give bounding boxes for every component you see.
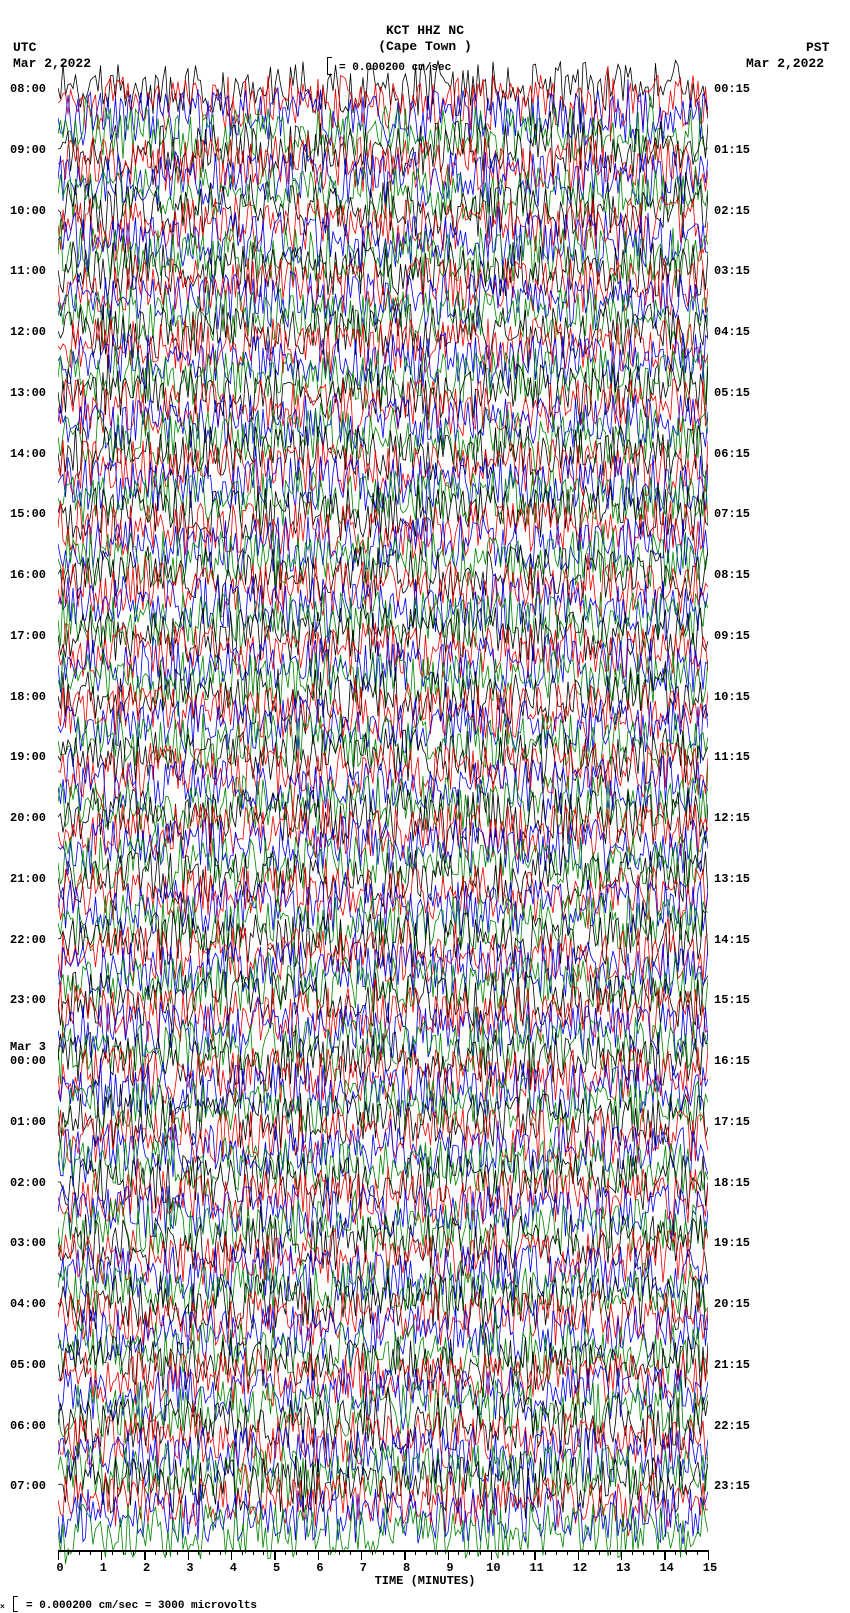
time-axis-tick-label: 0 xyxy=(50,1561,70,1575)
pst-hour-label: 12:15 xyxy=(714,811,750,825)
utc-hour-label: 06:00 xyxy=(10,1419,46,1433)
time-axis-tick-label: 8 xyxy=(397,1561,417,1575)
footer-mult: × xyxy=(0,1603,5,1612)
pst-hour-label: 05:15 xyxy=(714,386,750,400)
utc-hour-label: 02:00 xyxy=(10,1176,46,1190)
time-axis-tick-label: 15 xyxy=(700,1561,720,1575)
pst-hour-label: 18:15 xyxy=(714,1176,750,1190)
time-axis-tick-label: 2 xyxy=(137,1561,157,1575)
time-axis-label: TIME (MINUTES) xyxy=(0,1574,850,1588)
time-axis-tick-label: 4 xyxy=(223,1561,243,1575)
utc-hour-label: 23:00 xyxy=(10,993,46,1007)
pst-hour-label: 20:15 xyxy=(714,1297,750,1311)
pst-hour-label: 11:15 xyxy=(714,750,750,764)
utc-hour-label: 09:00 xyxy=(10,143,46,157)
pst-hour-label: 19:15 xyxy=(714,1236,750,1250)
time-axis-tick-label: 12 xyxy=(570,1561,590,1575)
pst-hour-label: 14:15 xyxy=(714,933,750,947)
utc-hour-label: 19:00 xyxy=(10,750,46,764)
pst-hour-label: 23:15 xyxy=(714,1479,750,1493)
right-date: Mar 2,2022 xyxy=(746,56,824,71)
left-timezone: UTC xyxy=(13,40,36,55)
utc-hour-label: 01:00 xyxy=(10,1115,46,1129)
time-axis-tick-label: 10 xyxy=(483,1561,503,1575)
pst-hour-label: 00:15 xyxy=(714,82,750,96)
utc-hour-label: 15:00 xyxy=(10,507,46,521)
utc-hour-label: 05:00 xyxy=(10,1358,46,1372)
utc-hour-label: 17:00 xyxy=(10,629,46,643)
pst-hour-label: 16:15 xyxy=(714,1054,750,1068)
footer-scale-note: = 0.000200 cm/sec = 3000 microvolts xyxy=(26,1600,257,1612)
time-axis-tick-label: 9 xyxy=(440,1561,460,1575)
time-axis-tick-label: 14 xyxy=(657,1561,677,1575)
utc-hour-label: 14:00 xyxy=(10,447,46,461)
utc-hour-label: 07:00 xyxy=(10,1479,46,1493)
pst-hour-label: 02:15 xyxy=(714,204,750,218)
time-axis-tick-label: 1 xyxy=(93,1561,113,1575)
seismogram-plot: KCT HHZ NC (Cape Town ) = 0.000200 cm/se… xyxy=(0,0,850,1613)
time-axis-tick-label: 6 xyxy=(310,1561,330,1575)
utc-hour-label: 22:00 xyxy=(10,933,46,947)
utc-hour-label: 11:00 xyxy=(10,264,46,278)
utc-hour-label: 18:00 xyxy=(10,690,46,704)
pst-hour-label: 22:15 xyxy=(714,1419,750,1433)
utc-hour-label: 00:00 xyxy=(10,1054,46,1068)
pst-hour-label: 10:15 xyxy=(714,690,750,704)
utc-hour-label: 12:00 xyxy=(10,325,46,339)
utc-hour-label: 21:00 xyxy=(10,872,46,886)
time-axis-tick-label: 3 xyxy=(180,1561,200,1575)
utc-hour-label: 10:00 xyxy=(10,204,46,218)
pst-hour-label: 15:15 xyxy=(714,993,750,1007)
time-axis-tick-label: 11 xyxy=(527,1561,547,1575)
scale-bar-icon xyxy=(13,1596,18,1612)
utc-hour-label: 16:00 xyxy=(10,568,46,582)
utc-hour-label: 20:00 xyxy=(10,811,46,825)
station-code: KCT HHZ NC xyxy=(0,23,850,38)
pst-hour-label: 03:15 xyxy=(714,264,750,278)
pst-hour-label: 04:15 xyxy=(714,325,750,339)
time-axis-tick-label: 5 xyxy=(267,1561,287,1575)
right-timezone: PST xyxy=(806,40,829,55)
pst-hour-label: 01:15 xyxy=(714,143,750,157)
utc-hour-label: 03:00 xyxy=(10,1236,46,1250)
pst-hour-label: 21:15 xyxy=(714,1358,750,1372)
utc-hour-label: 13:00 xyxy=(10,386,46,400)
pst-hour-label: 08:15 xyxy=(714,568,750,582)
time-axis-tick-label: 7 xyxy=(353,1561,373,1575)
midnight-date-marker: Mar 3 xyxy=(10,1040,46,1054)
pst-hour-label: 09:15 xyxy=(714,629,750,643)
pst-hour-label: 13:15 xyxy=(714,872,750,886)
time-axis-tick-label: 13 xyxy=(613,1561,633,1575)
utc-hour-label: 04:00 xyxy=(10,1297,46,1311)
pst-hour-label: 06:15 xyxy=(714,447,750,461)
pst-hour-label: 07:15 xyxy=(714,507,750,521)
utc-hour-label: 08:00 xyxy=(10,82,46,96)
pst-hour-label: 17:15 xyxy=(714,1115,750,1129)
